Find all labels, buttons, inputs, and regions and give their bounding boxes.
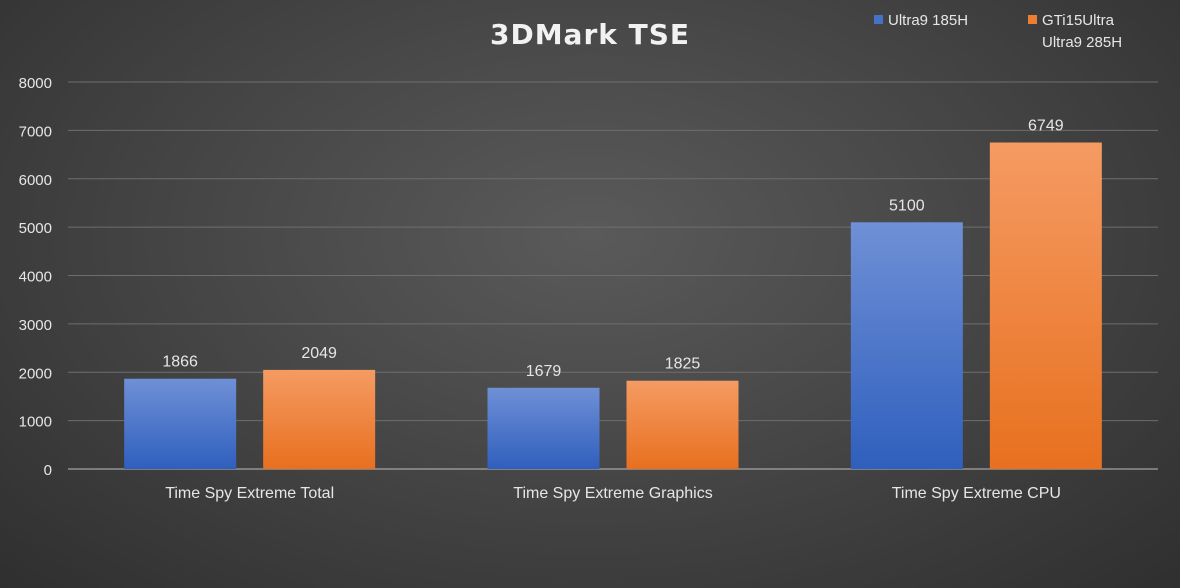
y-tick-label: 7000 [19,123,52,140]
bar-series-1 [850,222,963,469]
legend-item-series-2: GTi15Ultra Ultra9 285H [1028,10,1122,54]
y-tick-label: 8000 [19,75,52,92]
y-tick-label: 4000 [19,269,52,286]
data-label: 2049 [301,345,337,362]
y-tick-label: 0 [44,462,52,479]
x-category-label: Time Spy Extreme Total [165,485,334,502]
bar-series-2 [263,369,376,469]
bar-series-2 [626,380,739,469]
y-tick-label: 1000 [19,414,52,431]
legend-label-series-1: Ultra9 185H [888,12,969,29]
chart-title: 3DMark TSE [489,18,691,51]
y-tick-label: 5000 [19,220,52,237]
legend-label-series-2: GTi15Ultra Ultra9 285H [1042,12,1123,51]
data-label: 1825 [665,356,701,373]
y-tick-label: 2000 [19,365,52,382]
bar-series-1 [124,378,237,469]
legend-swatch-series-2 [1028,15,1037,24]
bar-series-1 [487,387,600,469]
x-category-label: Time Spy Extreme CPU [892,485,1061,502]
data-label: 6749 [1028,118,1064,135]
y-tick-label: 6000 [19,172,52,189]
data-label: 5100 [889,197,925,214]
data-label: 1679 [526,363,562,380]
legend-swatch-series-1 [874,15,883,24]
legend-item-series-1: Ultra9 185H [874,10,968,32]
data-label: 1866 [162,354,198,371]
y-tick-label: 3000 [19,317,52,334]
bar-series-2 [989,142,1102,469]
x-category-label: Time Spy Extreme Graphics [513,485,712,502]
